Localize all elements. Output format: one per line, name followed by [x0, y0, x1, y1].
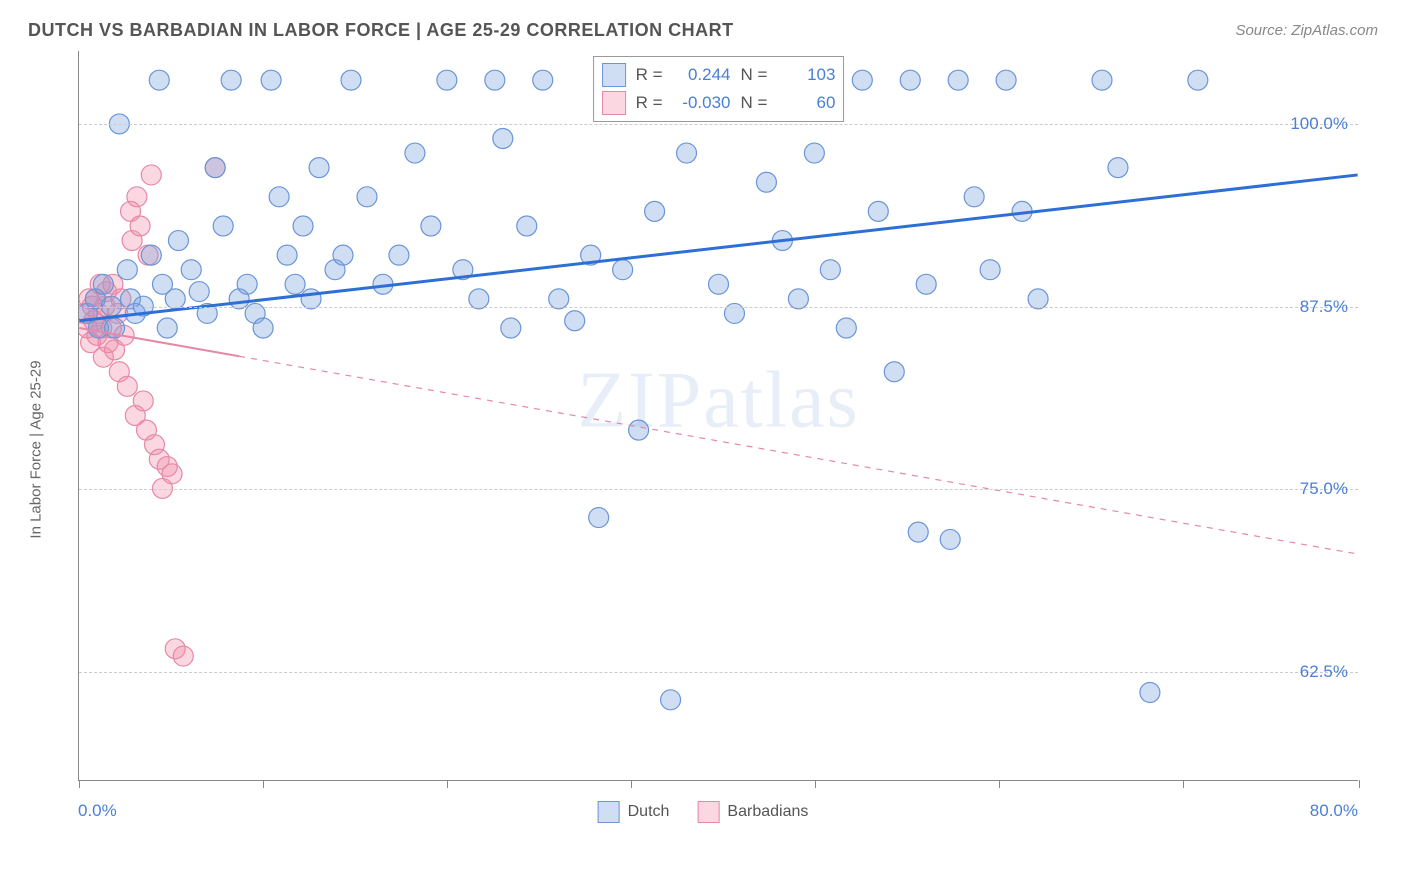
y-axis-label: In Labor Force | Age 25-29: [28, 360, 45, 538]
gridline: [79, 672, 1358, 673]
dutch-legend-label: Dutch: [628, 803, 670, 821]
x-tick: [999, 780, 1000, 788]
legend-dutch: Dutch: [598, 801, 670, 823]
chart-container: DUTCH VS BARBADIAN IN LABOR FORCE | AGE …: [0, 0, 1406, 892]
x-axis-min-label: 0.0%: [78, 801, 117, 821]
dutch-swatch-icon: [598, 801, 620, 823]
gridline: [79, 489, 1358, 490]
chart-area: In Labor Force | Age 25-29 R = 0.244 N =…: [28, 51, 1378, 831]
barbadians-n-value: 60: [777, 93, 835, 113]
y-tick-label: 100.0%: [1290, 114, 1348, 134]
dutch-r-value: 0.244: [673, 65, 731, 85]
source-label: Source: ZipAtlas.com: [1235, 22, 1378, 39]
chart-header: DUTCH VS BARBADIAN IN LABOR FORCE | AGE …: [28, 20, 1378, 41]
n-label: N =: [741, 93, 768, 113]
gridline: [79, 307, 1358, 308]
legend-barbadians: Barbadians: [697, 801, 808, 823]
legend-bottom: Dutch Barbadians: [598, 801, 809, 823]
x-tick: [631, 780, 632, 788]
legend-stats-dutch: R = 0.244 N = 103: [602, 61, 836, 89]
r-label: R =: [636, 65, 663, 85]
legend-stats-barbadians: R = -0.030 N = 60: [602, 89, 836, 117]
r-label: R =: [636, 93, 663, 113]
x-tick: [79, 780, 80, 788]
dutch-n-value: 103: [777, 65, 835, 85]
chart-title: DUTCH VS BARBADIAN IN LABOR FORCE | AGE …: [28, 20, 734, 41]
barbadians-legend-label: Barbadians: [727, 803, 808, 821]
y-tick-label: 87.5%: [1300, 297, 1348, 317]
plot-region: R = 0.244 N = 103 R = -0.030 N = 60 ZIPa…: [78, 51, 1358, 781]
barbadians-swatch-icon: [697, 801, 719, 823]
legend-stats-box: R = 0.244 N = 103 R = -0.030 N = 60: [593, 56, 845, 122]
x-tick: [263, 780, 264, 788]
gridline: [79, 124, 1358, 125]
dutch-swatch-icon: [602, 63, 626, 87]
x-tick: [447, 780, 448, 788]
y-tick-label: 62.5%: [1300, 662, 1348, 682]
x-tick: [1183, 780, 1184, 788]
x-tick: [815, 780, 816, 788]
x-tick: [1359, 780, 1360, 788]
y-tick-label: 75.0%: [1300, 479, 1348, 499]
barbadians-r-value: -0.030: [673, 93, 731, 113]
n-label: N =: [741, 65, 768, 85]
barbadians-swatch-icon: [602, 91, 626, 115]
x-axis-max-label: 80.0%: [1310, 801, 1358, 821]
